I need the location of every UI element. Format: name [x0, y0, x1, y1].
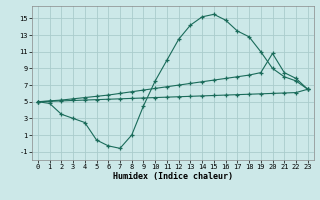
- X-axis label: Humidex (Indice chaleur): Humidex (Indice chaleur): [113, 172, 233, 181]
